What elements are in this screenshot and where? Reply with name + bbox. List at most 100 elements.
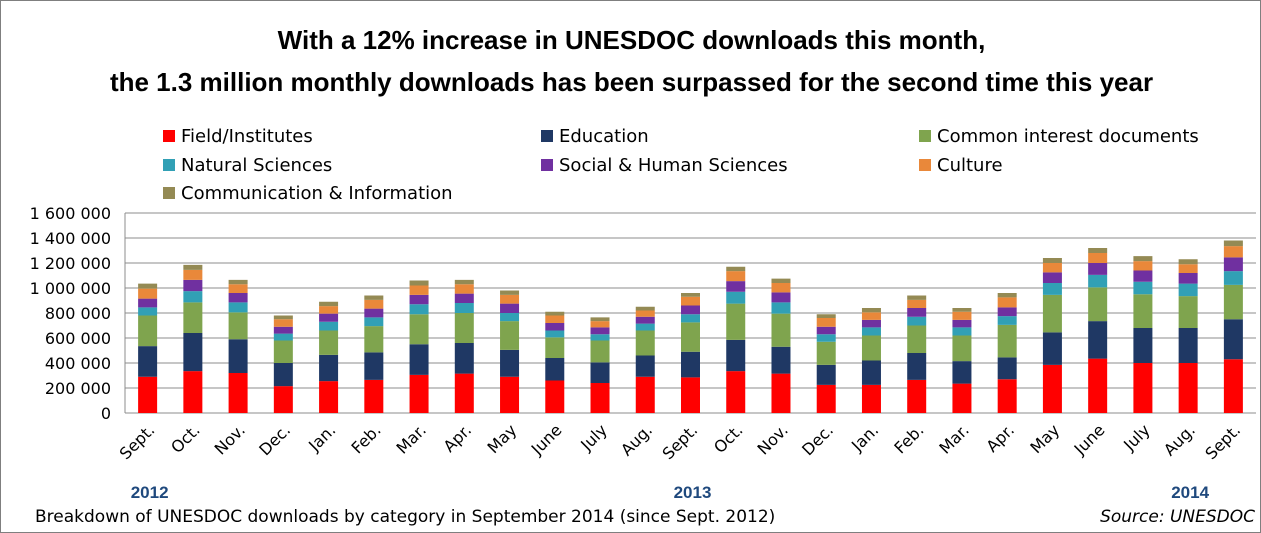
bar-segment (997, 297, 1017, 308)
legend-item-natural-sciences: Natural Sciences (163, 155, 332, 177)
bar-segment (273, 386, 293, 413)
bar-segment (454, 313, 474, 343)
bar-segment (726, 271, 746, 282)
bar-segment (454, 343, 474, 374)
bar-segment (997, 357, 1017, 380)
legend-swatch (163, 187, 175, 199)
bar-segment (861, 312, 881, 320)
bar-segment (364, 299, 384, 309)
bar-segment (319, 330, 339, 355)
bar-segment (997, 293, 1017, 298)
bar-segment (1178, 273, 1198, 284)
bar-segment (454, 284, 474, 294)
bar-segment (1178, 328, 1198, 363)
chart-subtitle: the 1.3 million monthly downloads has be… (109, 67, 1154, 97)
bar-segment (138, 376, 158, 413)
bar-segment (454, 293, 474, 303)
bar-segment (319, 306, 339, 314)
bar-segment (183, 302, 203, 333)
bar-segment (816, 341, 836, 365)
bar-segment (590, 317, 610, 322)
bar-segment (1178, 259, 1198, 265)
bar-segment (500, 290, 520, 295)
bar-segment (681, 314, 700, 323)
bar-segment (1223, 319, 1243, 360)
bar-segment (681, 377, 700, 413)
bar-segment (1088, 358, 1108, 413)
bar-segment (861, 327, 881, 336)
x-tick-label: Dec. (798, 420, 837, 459)
bar-segment (500, 376, 520, 413)
bar-segment (183, 333, 203, 372)
bar-segment (364, 317, 384, 327)
bar-segment (861, 308, 881, 313)
bar-segment (907, 379, 927, 413)
bar-segment (319, 313, 339, 322)
legend-item-social-human-sciences: Social & Human Sciences (541, 155, 788, 177)
bar-segment (952, 327, 972, 336)
bar-segment (1133, 363, 1153, 413)
bar-segment (319, 381, 339, 413)
legend-swatch (919, 159, 931, 171)
legend-swatch (163, 130, 175, 142)
legend-label: Education (559, 126, 649, 147)
bar-segment (545, 380, 565, 413)
bar-segment (1133, 270, 1153, 282)
bar-segment (1178, 283, 1198, 297)
bar-segment (273, 319, 293, 327)
bar-segment (952, 335, 972, 362)
bar-segment (1133, 281, 1153, 295)
bar-segment (816, 318, 836, 327)
x-tick-label: Feb. (890, 420, 927, 457)
bar-segment (138, 346, 158, 377)
bar-segment (816, 326, 836, 335)
legend-swatch (541, 130, 553, 142)
bar-segment (635, 376, 655, 413)
bar-segment (273, 326, 293, 334)
bar-segment (545, 358, 565, 381)
bar-segment (726, 371, 746, 413)
bar-segment (545, 323, 565, 331)
legend-label: Natural Sciences (181, 155, 333, 176)
y-tick-label: 1 000 000 (30, 279, 111, 298)
bar-segment (590, 362, 610, 383)
bar-segment (726, 291, 746, 304)
legend-item-communication-information: Communication & Information (163, 183, 453, 205)
footnote: Breakdown of UNESDOC downloads by catego… (35, 507, 776, 527)
x-tick-label: Mar. (393, 420, 430, 457)
bar-segment (681, 296, 700, 306)
x-tick-label: May (1026, 420, 1063, 457)
x-tick-label: Dec. (255, 420, 294, 459)
bar-segment (726, 303, 746, 340)
bar-segment (590, 340, 610, 363)
bar-segment (1042, 283, 1062, 295)
y-tick-label: 200 000 (45, 379, 111, 398)
bar-segment (228, 284, 248, 293)
source-note: Source: UNESDOC (1100, 507, 1255, 527)
y-tick-label: 1 400 000 (30, 229, 111, 248)
bar-segment (228, 312, 248, 340)
bar-segment (997, 324, 1017, 358)
bar-segment (138, 298, 158, 308)
bar-segment (1178, 264, 1198, 273)
x-tick-label: Aug. (1160, 420, 1199, 459)
bar-segment (771, 283, 791, 293)
bar-segment (952, 383, 972, 413)
bar-segment (1088, 248, 1108, 253)
bar-segment (138, 288, 158, 299)
bar-segment (816, 334, 836, 342)
legend-label: Social & Human Sciences (559, 155, 788, 176)
legend-label: Culture (937, 155, 1003, 176)
bar-segment (952, 311, 972, 320)
bar-segment (500, 321, 520, 350)
bar-segment (228, 373, 248, 413)
bar-segment (364, 326, 384, 353)
bar-segment (635, 323, 655, 331)
bar-segment (319, 354, 339, 382)
bar-segment (500, 303, 520, 313)
bar-segment (500, 294, 520, 304)
legend-swatch (163, 159, 175, 171)
bar-segment (907, 353, 927, 380)
bar-segment (1042, 332, 1062, 365)
bar-segment (454, 279, 474, 285)
